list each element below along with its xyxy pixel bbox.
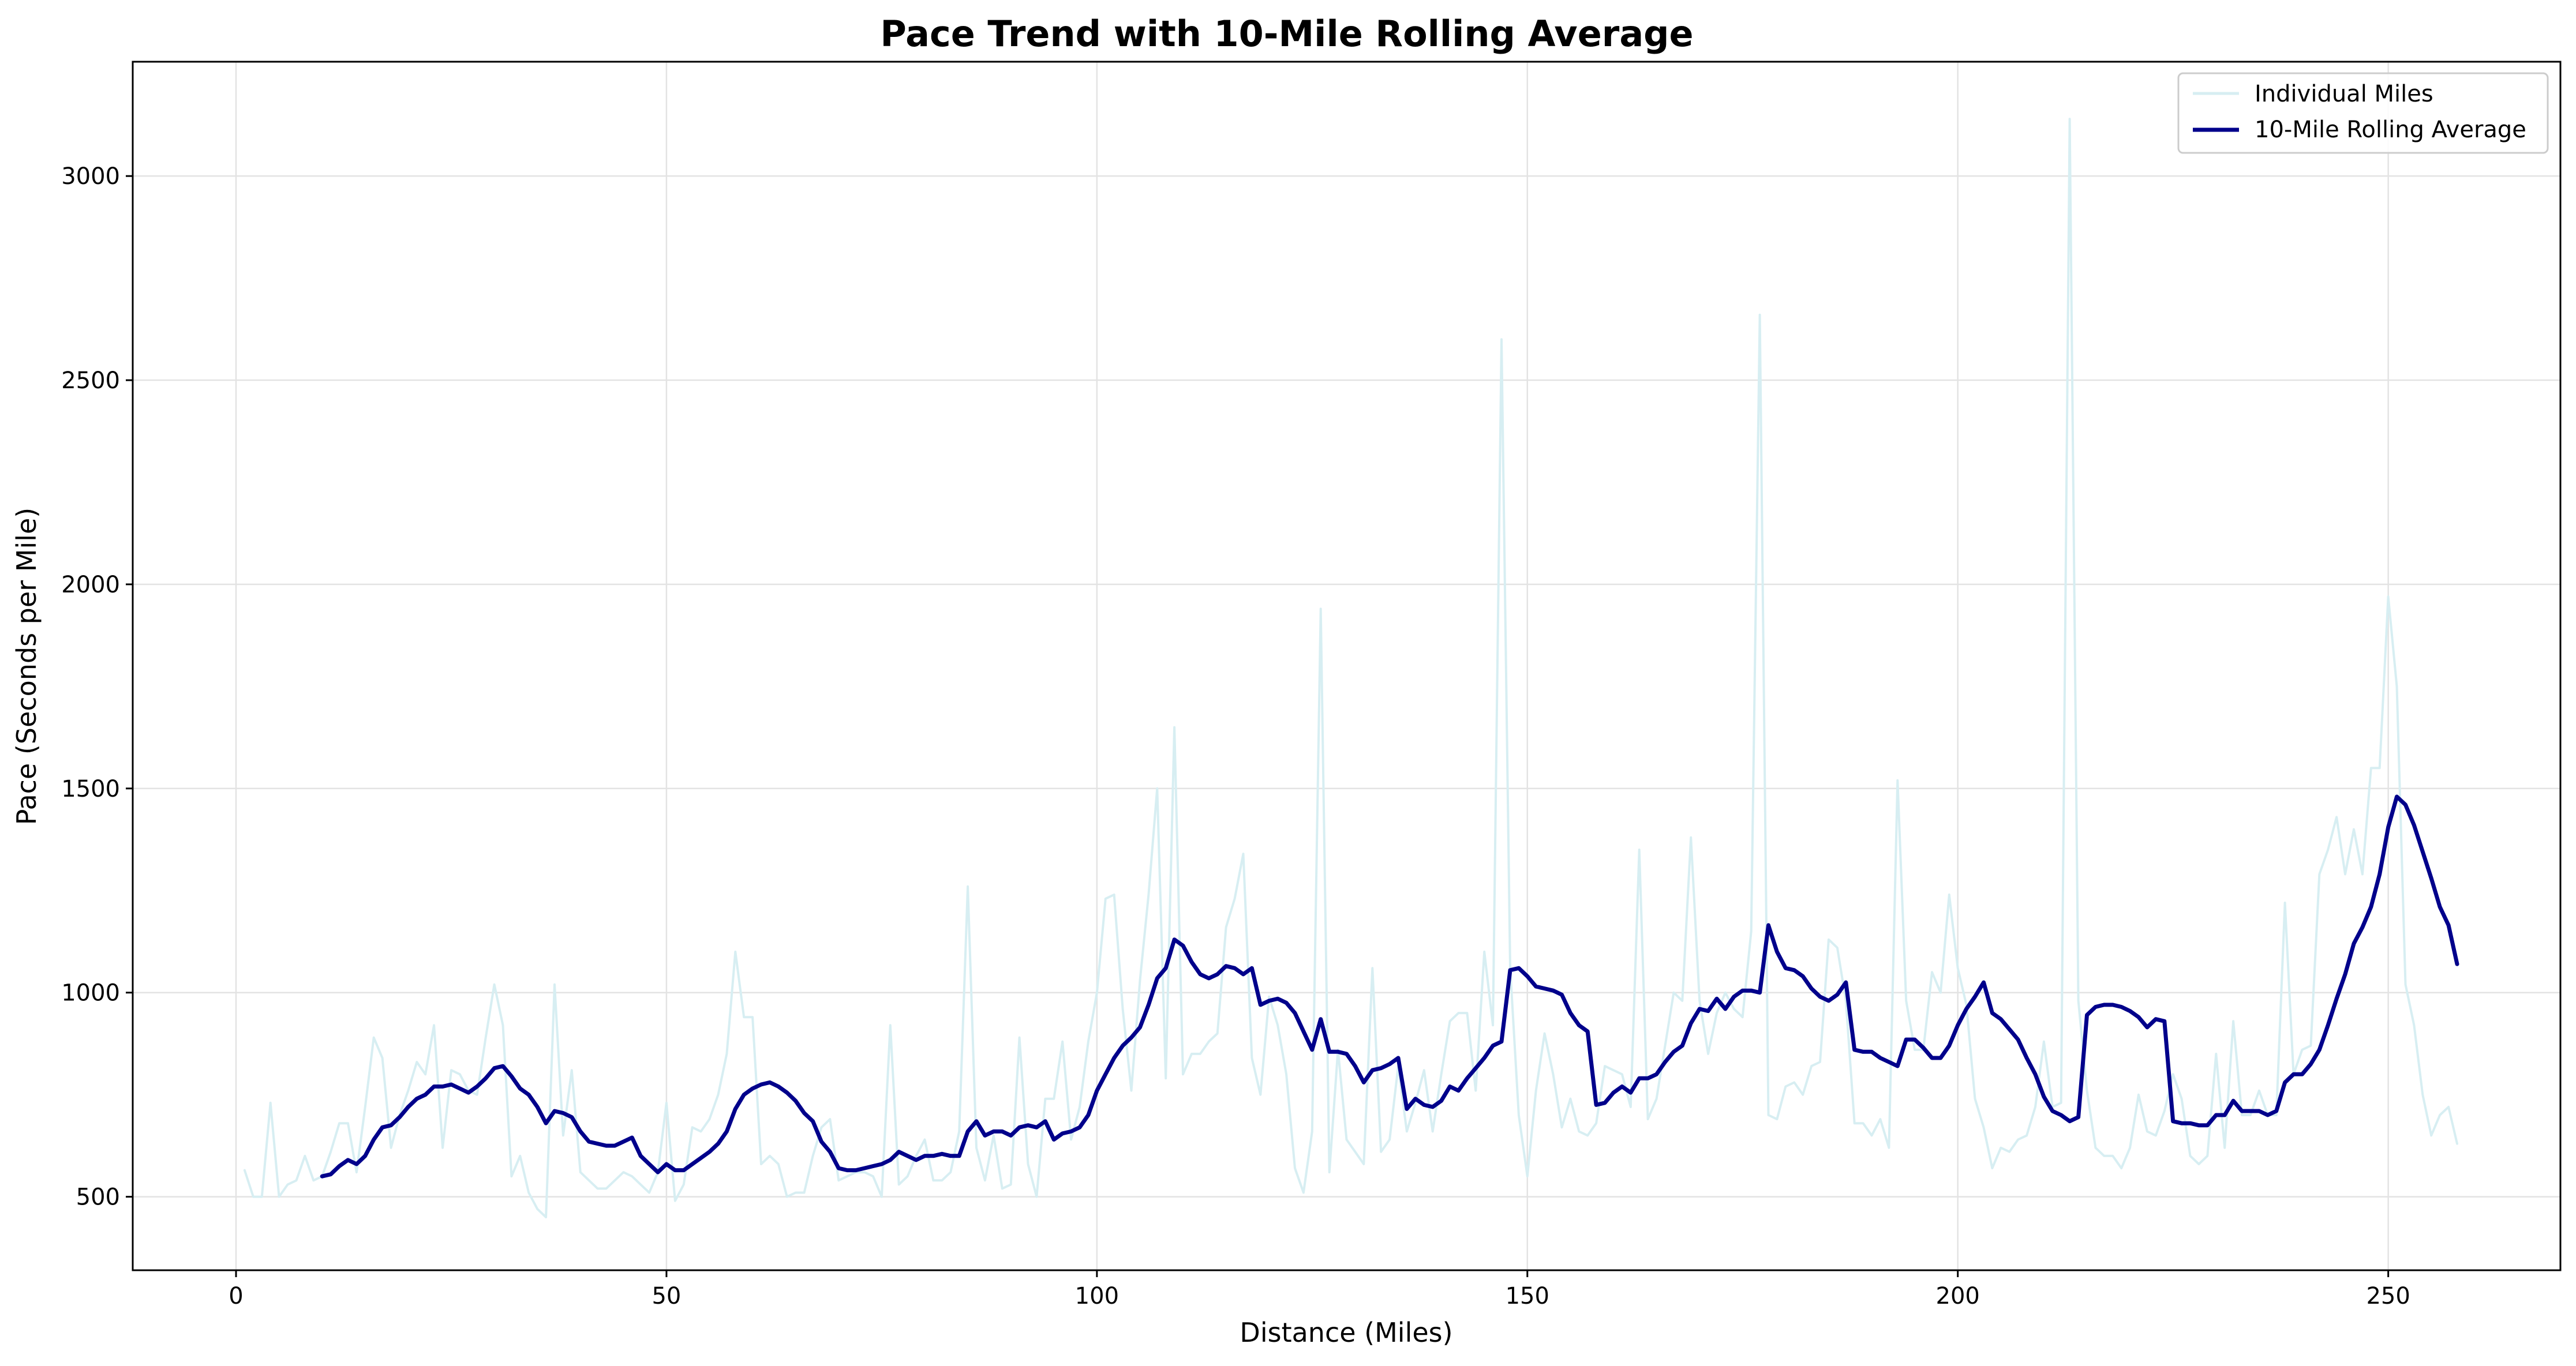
series-group xyxy=(243,118,2459,1218)
x-tick-label: 100 xyxy=(1075,1283,1119,1309)
y-tick-label: 500 xyxy=(76,1184,120,1211)
x-tick-label: 250 xyxy=(2366,1283,2410,1309)
y-tick-label: 2500 xyxy=(61,367,120,394)
y-tick-label: 1000 xyxy=(61,980,120,1007)
chart-title: Pace Trend with 10-Mile Rolling Average xyxy=(880,13,1693,55)
legend-frame xyxy=(2177,72,2549,154)
axis-ticks: 0 50 100 150 200 250 500 1000 1500 2000 2500 3000 xyxy=(61,163,2410,1309)
y-tick-label: 2000 xyxy=(61,572,120,598)
x-tick-label: 150 xyxy=(1506,1283,1549,1309)
x-tick-label: 50 xyxy=(652,1283,681,1309)
legend: Individual Miles 10-Mile Rolling Average xyxy=(2177,72,2549,154)
series-line-individual-miles xyxy=(243,118,2458,1218)
plot-area-frame xyxy=(132,61,2562,1271)
y-axis-label: Pace (Seconds per Mile) xyxy=(11,508,42,825)
x-tick-label: 0 xyxy=(229,1283,243,1309)
y-tick-label: 1500 xyxy=(61,776,120,802)
grid-lines xyxy=(133,62,2560,1270)
legend-label-individual-miles: Individual Miles xyxy=(2255,81,2433,107)
y-tick-label: 3000 xyxy=(61,163,120,190)
legend-label-rolling-average: 10-Mile Rolling Average xyxy=(2255,117,2526,143)
x-tick-label: 200 xyxy=(1936,1283,1980,1309)
x-axis-label: Distance (Miles) xyxy=(1240,1317,1452,1348)
series-line-10-mile-rolling-average xyxy=(320,794,2459,1179)
